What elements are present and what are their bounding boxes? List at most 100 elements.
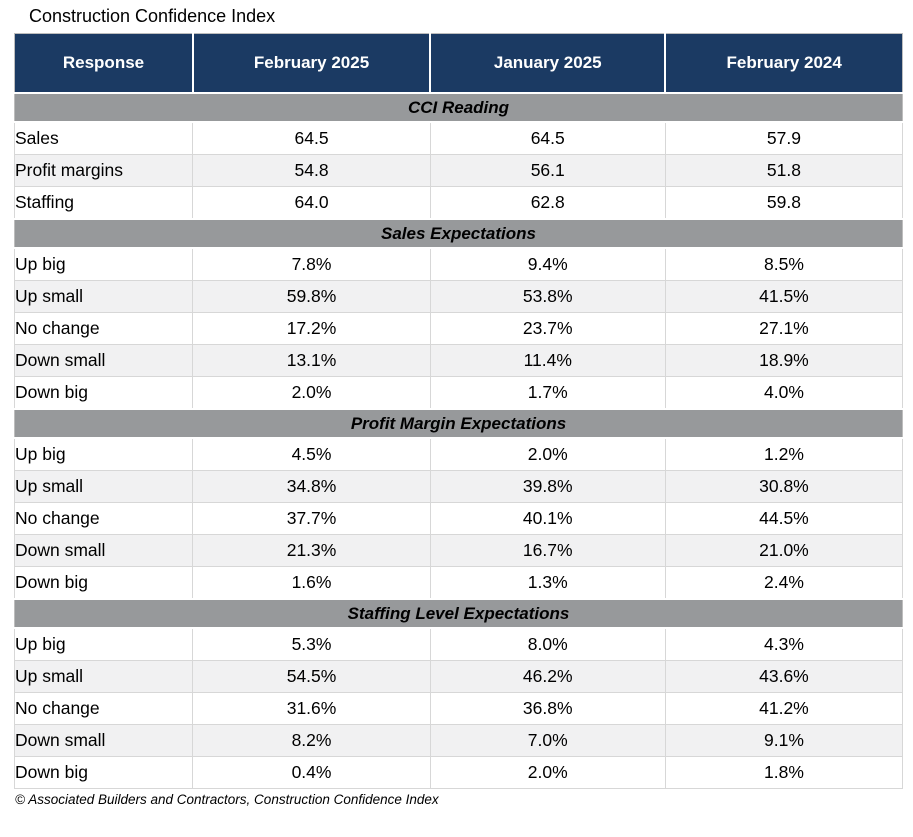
value-cell: 4.0% (664, 376, 904, 410)
section-header-row-sales-expectations: Sales Expectations (14, 218, 903, 249)
value-cell: 57.9 (664, 121, 904, 155)
value-cell: 9.4% (429, 247, 666, 281)
value-cell: 4.5% (192, 437, 431, 471)
response-cell: Down big (13, 566, 194, 600)
table-row-staffing-level-expectations-down-small: Down small 8.2% 7.0% 9.1% (13, 724, 904, 757)
value-cell: 64.0 (192, 186, 431, 220)
value-cell: 8.0% (429, 627, 666, 661)
response-cell: No change (13, 312, 194, 345)
value-cell: 56.1 (429, 154, 666, 187)
value-cell: 4.3% (664, 627, 904, 661)
table-row-staffing-level-expectations-down-big: Down big 0.4% 2.0% 1.8% (13, 756, 904, 789)
value-cell: 2.0% (192, 376, 431, 410)
table-body: CCI Reading Sales 64.5 64.5 57.9 Profit margi… (13, 92, 904, 789)
cci-table: Response February 2025 January 2025 Februar… (13, 33, 904, 789)
table-row-sales-expectations-down-big: Down big 2.0% 1.7% 4.0% (13, 376, 904, 410)
response-cell: Up small (13, 660, 194, 693)
section-header-row-cci-reading: CCI Reading (14, 92, 903, 123)
response-cell: Down big (13, 376, 194, 410)
response-cell: Up big (13, 627, 194, 661)
table-row-staffing-level-expectations-up-big: Up big 5.3% 8.0% 4.3% (13, 627, 904, 661)
value-cell: 11.4% (429, 344, 666, 377)
section-title: Sales Expectations (14, 218, 903, 249)
response-cell: Down small (13, 534, 194, 567)
column-header-response: Response (14, 33, 194, 93)
value-cell: 54.5% (192, 660, 431, 693)
response-cell: No change (13, 502, 194, 535)
table-header: Response February 2025 January 2025 Februar… (14, 33, 903, 93)
value-cell: 2.0% (429, 437, 666, 471)
value-cell: 2.0% (429, 756, 666, 789)
table-row-staffing-level-expectations-up-small: Up small 54.5% 46.2% 43.6% (13, 660, 904, 693)
table-row-staffing-level-expectations-no-change: No change 31.6% 36.8% 41.2% (13, 692, 904, 725)
column-header-february-2024: February 2024 (665, 33, 903, 93)
section-title: CCI Reading (14, 92, 903, 123)
value-cell: 1.7% (429, 376, 666, 410)
value-cell: 23.7% (429, 312, 666, 345)
value-cell: 8.5% (664, 247, 904, 281)
value-cell: 5.3% (192, 627, 431, 661)
section-title: Profit Margin Expectations (14, 408, 903, 439)
value-cell: 31.6% (192, 692, 431, 725)
value-cell: 30.8% (664, 470, 904, 503)
value-cell: 27.1% (664, 312, 904, 345)
response-cell: Profit margins (13, 154, 194, 187)
value-cell: 44.5% (664, 502, 904, 535)
value-cell: 9.1% (664, 724, 904, 757)
value-cell: 7.0% (429, 724, 666, 757)
value-cell: 2.4% (664, 566, 904, 600)
column-header-january-2025: January 2025 (430, 33, 667, 93)
value-cell: 18.9% (664, 344, 904, 377)
section-header-row-profit-margin-expectations: Profit Margin Expectations (14, 408, 903, 439)
table-row-sales-expectations-up-big: Up big 7.8% 9.4% 8.5% (13, 247, 904, 281)
value-cell: 64.5 (192, 121, 431, 155)
response-cell: Down big (13, 756, 194, 789)
value-cell: 51.8 (664, 154, 904, 187)
value-cell: 1.3% (429, 566, 666, 600)
value-cell: 8.2% (192, 724, 431, 757)
value-cell: 54.8 (192, 154, 431, 187)
value-cell: 1.8% (664, 756, 904, 789)
value-cell: 36.8% (429, 692, 666, 725)
table-row-cci-reading-staffing: Staffing 64.0 62.8 59.8 (13, 186, 904, 220)
response-cell: Staffing (13, 186, 194, 220)
value-cell: 64.5 (429, 121, 666, 155)
value-cell: 34.8% (192, 470, 431, 503)
value-cell: 39.8% (429, 470, 666, 503)
table-row-profit-margin-expectations-up-big: Up big 4.5% 2.0% 1.2% (13, 437, 904, 471)
value-cell: 1.2% (664, 437, 904, 471)
response-cell: Down small (13, 724, 194, 757)
response-cell: No change (13, 692, 194, 725)
response-cell: Up big (13, 437, 194, 471)
table-row-cci-reading-profit-margins: Profit margins 54.8 56.1 51.8 (13, 154, 904, 187)
table-row-profit-margin-expectations-down-small: Down small 21.3% 16.7% 21.0% (13, 534, 904, 567)
page-title: Construction Confidence Index (29, 6, 276, 26)
response-cell: Up big (13, 247, 194, 281)
table-row-sales-expectations-down-small: Down small 13.1% 11.4% 18.9% (13, 344, 904, 377)
value-cell: 40.1% (429, 502, 666, 535)
value-cell: 46.2% (429, 660, 666, 693)
response-cell: Up small (13, 470, 194, 503)
response-cell: Sales (13, 121, 194, 155)
value-cell: 0.4% (192, 756, 431, 789)
value-cell: 16.7% (429, 534, 666, 567)
section-title: Staffing Level Expectations (14, 598, 903, 629)
table-row-cci-reading-sales: Sales 64.5 64.5 57.9 (13, 121, 904, 155)
value-cell: 17.2% (192, 312, 431, 345)
table-row-sales-expectations-no-change: No change 17.2% 23.7% 27.1% (13, 312, 904, 345)
table-row-profit-margin-expectations-down-big: Down big 1.6% 1.3% 2.4% (13, 566, 904, 600)
value-cell: 1.6% (192, 566, 431, 600)
table-row-profit-margin-expectations-up-small: Up small 34.8% 39.8% 30.8% (13, 470, 904, 503)
table-row-sales-expectations-up-small: Up small 59.8% 53.8% 41.5% (13, 280, 904, 313)
value-cell: 13.1% (192, 344, 431, 377)
value-cell: 37.7% (192, 502, 431, 535)
source-attribution: © Associated Builders and Contractors, C… (15, 792, 439, 807)
value-cell: 59.8 (664, 186, 904, 220)
response-cell: Down small (13, 344, 194, 377)
section-header-row-staffing-level-expectations: Staffing Level Expectations (14, 598, 903, 629)
value-cell: 59.8% (192, 280, 431, 313)
value-cell: 7.8% (192, 247, 431, 281)
table-row-profit-margin-expectations-no-change: No change 37.7% 40.1% 44.5% (13, 502, 904, 535)
header-row: Response February 2025 January 2025 Februar… (14, 33, 903, 93)
value-cell: 43.6% (664, 660, 904, 693)
